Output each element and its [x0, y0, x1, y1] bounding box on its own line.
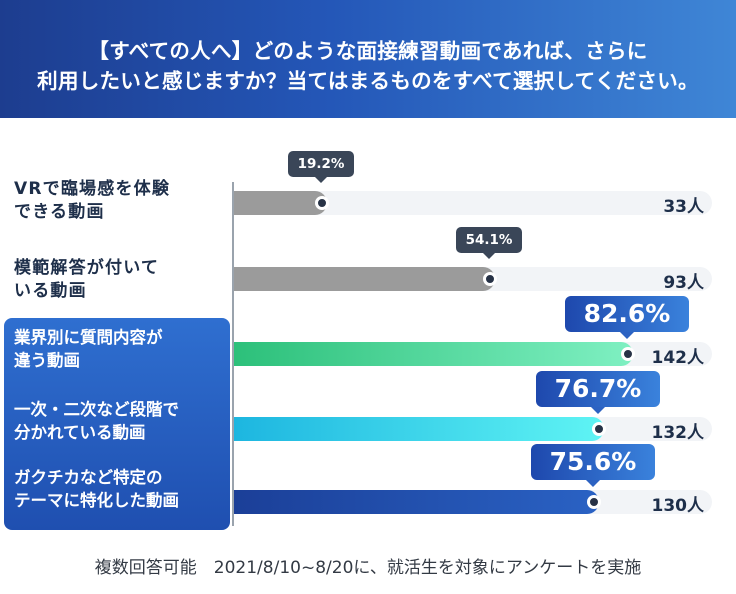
footnote: 複数回答可能 2021/8/10~8/20に、就活生を対象にアンケートを実施: [94, 558, 642, 578]
bar: [234, 191, 327, 215]
bar-end-dot: [592, 422, 606, 436]
count-label: 130人: [651, 496, 705, 516]
bar: [234, 342, 633, 366]
category-label-line-1: 模範解答が付いて: [14, 258, 160, 278]
value-label: 54.1%: [456, 227, 522, 259]
category-label-line-2: 違う動画: [14, 351, 80, 370]
count-label: 142人: [651, 348, 705, 368]
bar-end-dot: [315, 196, 329, 210]
category-label-line-1: VRで臨場感を体験: [14, 179, 171, 199]
bar: [234, 490, 599, 514]
highlight-panel: [4, 318, 230, 530]
category-label-line-1: 業界別に質問内容が: [14, 328, 163, 347]
axis-line: [232, 182, 234, 526]
bar: [234, 267, 495, 291]
title-line-2: 利用したいと感じますか？当てはまるものをすべて選択してください。: [37, 69, 699, 93]
count-label: 93人: [663, 273, 704, 293]
category-label-line-2: テーマに特化した動画: [14, 491, 179, 510]
category-label-line-1: 一次・二次など段階で: [14, 400, 179, 419]
count-label: 132人: [651, 423, 705, 443]
title-line-1: 【すべての人へ】どのような面接練習動画であれば、さらに: [88, 39, 648, 63]
category-label: 業界別に質問内容が 違う動画: [14, 326, 226, 372]
bar: [234, 417, 604, 441]
title-banner: 【すべての人へ】どのような面接練習動画であれば、さらに 利用したいと感じますか？…: [0, 0, 736, 118]
category-label-line-2: 分かれている動画: [14, 423, 146, 442]
value-label: 75.6%: [531, 444, 655, 487]
bar-end-dot: [621, 347, 635, 361]
count-label: 33人: [663, 197, 704, 217]
category-label: 模範解答が付いて いる動画: [14, 257, 226, 303]
bar-end-dot: [587, 495, 601, 509]
category-label-line-2: いる動画: [14, 281, 87, 301]
category-label-line-2: できる動画: [14, 202, 105, 222]
category-label: VRで臨場感を体験 できる動画: [14, 178, 226, 224]
category-label: 一次・二次など段階で 分かれている動画: [14, 398, 226, 444]
value-label: 19.2%: [288, 151, 354, 183]
value-label: 82.6%: [565, 296, 689, 339]
bar-end-dot: [483, 272, 497, 286]
category-label-line-1: ガクチカなど特定の: [14, 468, 163, 487]
value-label: 76.7%: [536, 371, 660, 414]
category-label: ガクチカなど特定の テーマに特化した動画: [14, 466, 226, 512]
